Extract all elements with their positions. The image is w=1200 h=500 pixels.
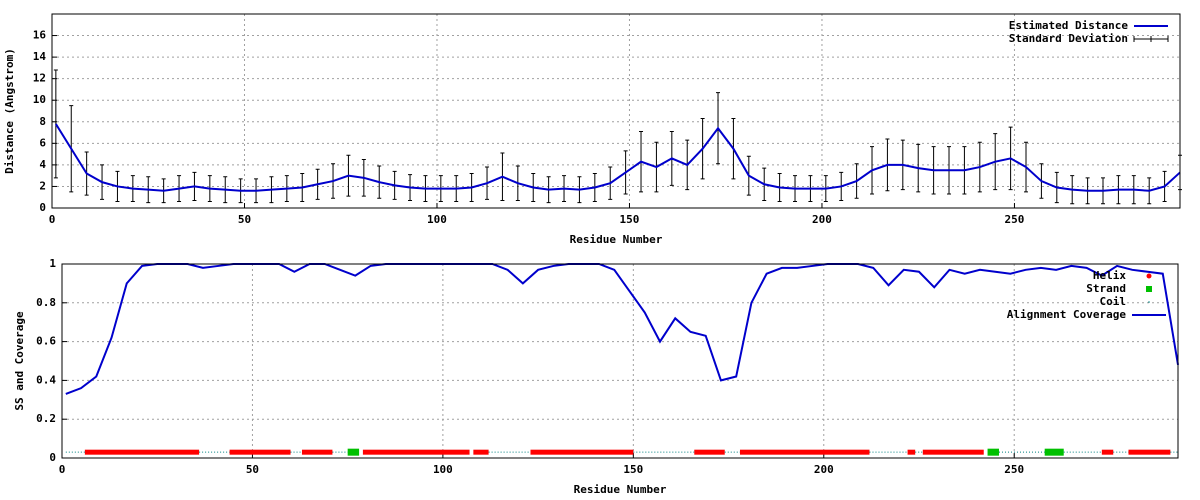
legend-swatch [1146, 286, 1152, 292]
y-tick-label: 4 [39, 158, 46, 171]
helix-segment [530, 449, 634, 455]
strand-segment [347, 448, 360, 456]
legend-label: Coil [1100, 295, 1127, 308]
data-line [65, 263, 1179, 395]
plot-frame [51, 13, 1181, 209]
y-tick-label: 0 [39, 201, 46, 214]
x-axis-label: Residue Number [574, 483, 667, 496]
plot-frame [61, 263, 1179, 459]
y-tick-label: 0.2 [36, 412, 56, 425]
y-tick-label: 14 [33, 50, 47, 63]
x-tick-label: 250 [1004, 463, 1024, 476]
y-tick-label: 12 [33, 72, 46, 85]
helix-segment [229, 449, 291, 455]
y-tick-label: 16 [33, 29, 47, 42]
error-bar [53, 69, 58, 179]
helix-segment [694, 449, 725, 455]
legend-label: Alignment Coverage [1007, 308, 1127, 321]
legend-label: Helix [1093, 269, 1126, 282]
y-tick-label: 6 [39, 136, 46, 149]
helix-segment [1128, 449, 1171, 455]
helix-segment [301, 449, 333, 455]
x-tick-label: 200 [812, 213, 832, 226]
helix-segment [362, 449, 470, 455]
y-tick-label: 0 [49, 451, 56, 464]
strand-segment [987, 448, 999, 456]
y-tick-label: 10 [33, 93, 46, 106]
y-tick-label: 8 [39, 115, 46, 128]
x-tick-label: 150 [623, 463, 643, 476]
legend-swatch [1148, 301, 1150, 303]
x-tick-label: 50 [246, 463, 259, 476]
x-tick-label: 100 [427, 213, 447, 226]
helix-segment [739, 449, 870, 455]
x-tick-label: 250 [1005, 213, 1025, 226]
x-tick-label: 100 [433, 463, 453, 476]
y-axis-label: SS and Coverage [13, 311, 26, 411]
legend-label: Estimated Distance [1009, 19, 1129, 32]
x-axis-label: Residue Number [570, 233, 663, 246]
y-tick-label: 2 [39, 179, 46, 192]
legend-swatch [1146, 273, 1152, 279]
y-tick-label: 1 [49, 257, 56, 270]
strand-segment [1044, 448, 1064, 456]
x-tick-label: 0 [49, 213, 56, 226]
y-tick-label: 0.6 [36, 335, 56, 348]
x-tick-label: 50 [238, 213, 251, 226]
x-tick-label: 0 [59, 463, 66, 476]
helix-segment [1101, 449, 1114, 455]
data-line [55, 123, 1181, 192]
helix-segment [84, 449, 200, 455]
y-tick-label: 0.4 [36, 373, 56, 386]
y-tick-label: 0.8 [36, 296, 56, 309]
legend-label: Standard Deviation [1009, 32, 1128, 45]
helix-segment [907, 449, 916, 455]
y-axis-label: Distance (Angstrom) [3, 48, 16, 174]
x-tick-label: 150 [620, 213, 640, 226]
x-tick-label: 200 [814, 463, 834, 476]
legend-label: Strand [1086, 282, 1126, 295]
helix-segment [473, 449, 489, 455]
legend-swatch [1133, 36, 1169, 42]
helix-segment [922, 449, 984, 455]
